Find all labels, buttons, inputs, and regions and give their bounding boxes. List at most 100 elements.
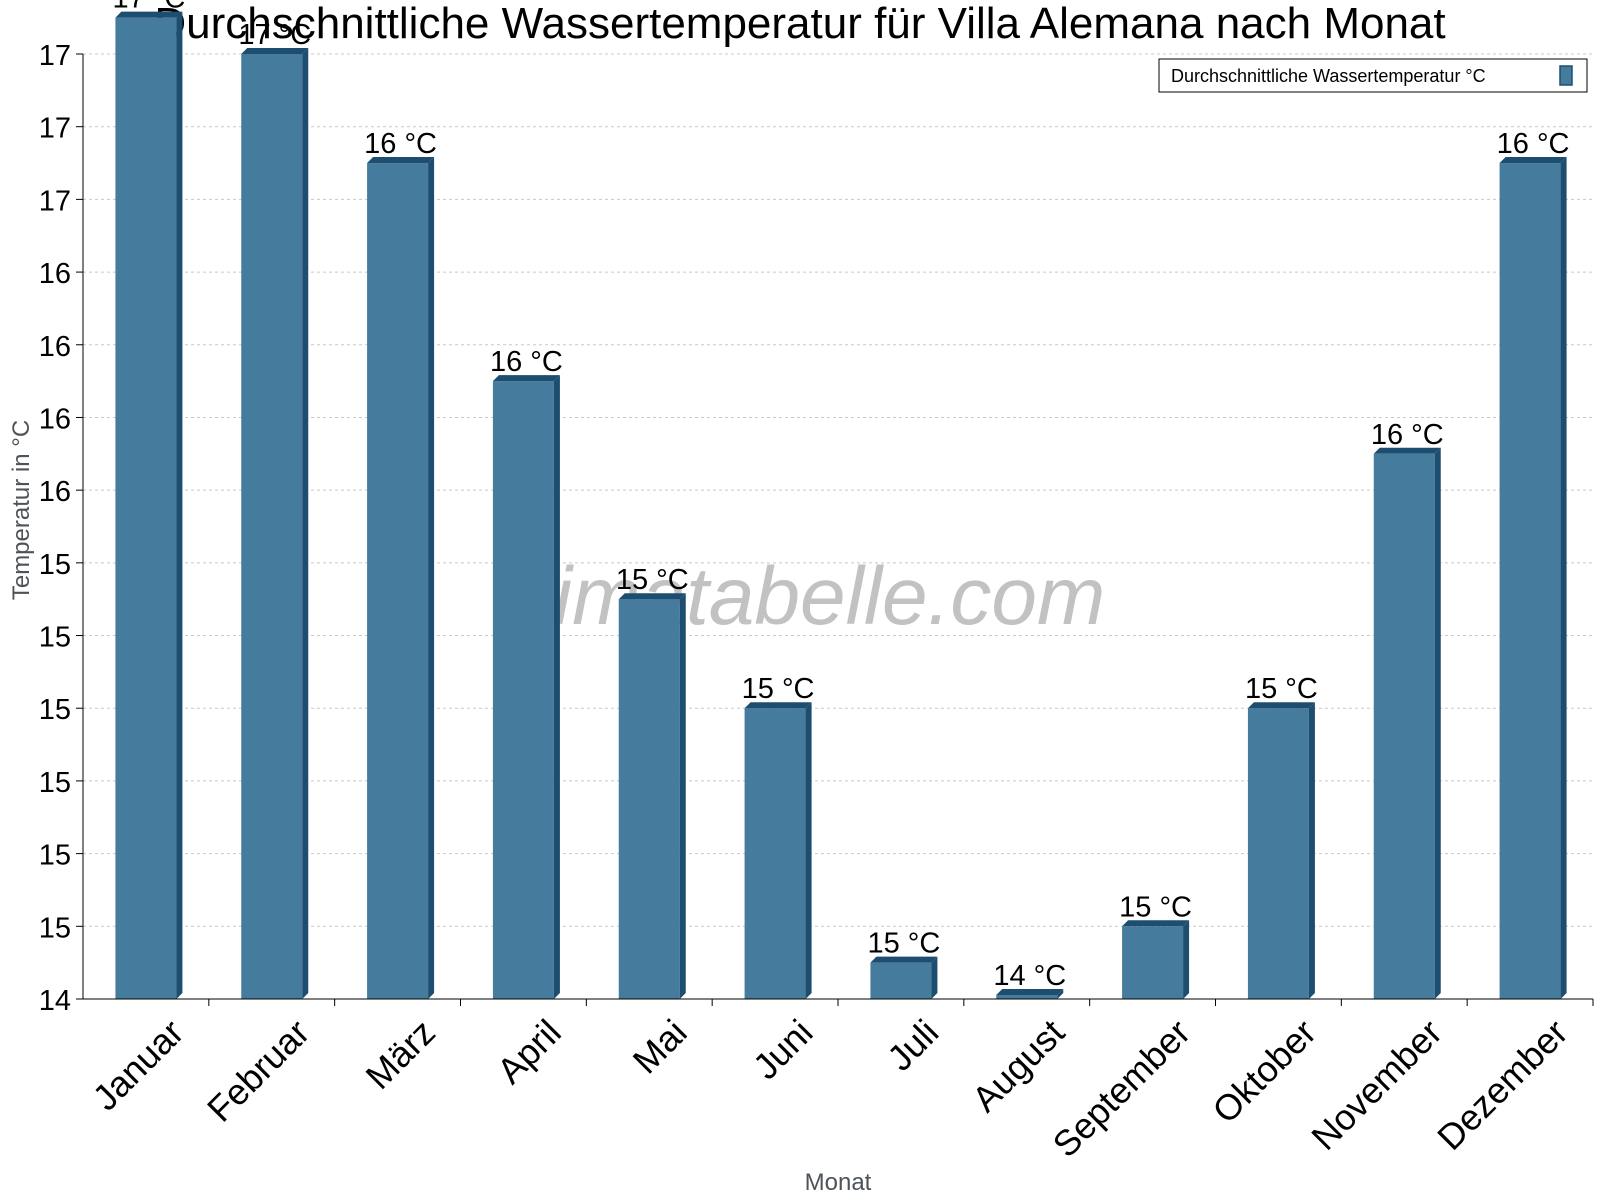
bar-side	[1434, 447, 1441, 999]
bar	[996, 995, 1058, 999]
gridlines	[76, 53, 1593, 1000]
bar-top	[1247, 702, 1315, 709]
x-tick-label: Januar	[85, 1011, 192, 1118]
bar-group: 15 °C	[867, 928, 940, 999]
y-tick-label: 17	[39, 185, 71, 217]
bar	[1373, 453, 1435, 999]
bar	[744, 708, 806, 999]
y-tick-label: 17	[39, 113, 71, 145]
bar-side	[302, 48, 309, 999]
y-tick-label: 16	[39, 331, 71, 363]
y-tick-label: 16	[39, 403, 71, 435]
data-label: 17 °C	[238, 19, 311, 51]
bar	[367, 163, 429, 1000]
bar-side	[679, 593, 686, 999]
bar-top	[492, 375, 560, 382]
bar-group: 15 °C	[616, 564, 689, 999]
bar-side	[1057, 989, 1064, 999]
x-tick-labels: Januar Februar März April Mai Juni Juli AugustS…	[85, 1011, 1576, 1165]
bar-top	[870, 956, 938, 963]
x-tick-label: März	[357, 1011, 443, 1097]
bar	[1499, 163, 1561, 1000]
bar-top	[618, 593, 686, 600]
x-tick-label: Oktober	[1204, 1011, 1324, 1131]
bar-side	[1560, 157, 1567, 1000]
bar-top	[1499, 157, 1567, 164]
legend-label: Durchschnittliche Wassertemperatur °C	[1171, 66, 1486, 86]
bar-side	[428, 157, 435, 1000]
x-tick-label: Mai	[625, 1011, 695, 1081]
bar-group: 14 °C	[993, 960, 1066, 999]
y-tick-label: 15	[39, 622, 71, 654]
y-tick-label: 16	[39, 476, 71, 508]
bar	[1247, 708, 1309, 999]
bar	[115, 17, 177, 999]
x-axis-label: Monat	[805, 1169, 872, 1196]
bar-group: 15 °C	[1245, 673, 1318, 999]
bar	[618, 599, 680, 999]
y-axis-label: Temperatur in °C	[8, 420, 35, 600]
y-tick-label: 14	[39, 985, 71, 1017]
y-tick-label: 15	[39, 767, 71, 799]
data-label: 15 °C	[867, 928, 940, 960]
data-label: 17 °C	[112, 0, 185, 15]
x-tick-label: April	[489, 1011, 569, 1091]
x-tick-label: Juni	[745, 1011, 821, 1087]
watermark: klimatabelle.com	[495, 551, 1106, 642]
bar-side	[553, 375, 560, 1000]
bar-side	[176, 11, 183, 999]
bar	[241, 54, 303, 999]
bar	[1122, 926, 1184, 999]
data-label: 16 °C	[1371, 419, 1444, 451]
bar-group: 15 °C	[1119, 891, 1192, 999]
bars: 17 °C 17 °C 16 °C 16 °C 15 °C 15 °C 15 °C 14 °C…	[112, 0, 1570, 1000]
data-label: 15 °C	[1245, 673, 1318, 705]
data-label: 16 °C	[1497, 128, 1570, 160]
bar	[870, 962, 932, 999]
legend-swatch	[1559, 65, 1573, 86]
y-tick-label: 16	[39, 258, 71, 290]
x-tick-label: August	[964, 1011, 1072, 1119]
data-label: 16 °C	[490, 346, 563, 378]
legend: Durchschnittliche Wassertemperatur °C	[1158, 58, 1588, 93]
bar-group: 15 °C	[742, 673, 815, 999]
axes	[82, 54, 1594, 1006]
bar-side	[1308, 702, 1315, 999]
x-tick-label: Juli	[879, 1011, 946, 1078]
data-label: 15 °C	[616, 564, 689, 596]
x-tick-label: September	[1045, 1011, 1199, 1165]
y-tick-label: 15	[39, 912, 71, 944]
x-tick-label: November	[1303, 1011, 1449, 1157]
chart-title: Durchschnittliche Wassertemperatur für V…	[154, 0, 1445, 48]
data-label: 15 °C	[742, 673, 815, 705]
bar-top	[241, 48, 309, 54]
bar-group: 16 °C	[1497, 128, 1570, 1000]
bar-top	[1373, 447, 1441, 454]
bar-group: 16 °C	[364, 128, 437, 1000]
bar	[492, 381, 554, 1000]
y-tick-label: 15	[39, 840, 71, 872]
y-tick-label: 17	[39, 40, 71, 72]
y-tick-label: 15	[39, 694, 71, 726]
y-tick-label: 15	[39, 549, 71, 581]
bar-top	[744, 702, 812, 709]
bar-top	[996, 989, 1064, 995]
x-tick-label: Dezember	[1429, 1011, 1575, 1157]
bar-top	[1122, 920, 1190, 927]
bar-group: 16 °C	[490, 346, 563, 1000]
legend-box	[1158, 58, 1588, 93]
bar-side	[1183, 920, 1190, 999]
y-tick-labels: 14 15 15 15 15 15 15 16 16 16 16 17 17 17	[39, 40, 71, 1017]
data-label: 14 °C	[993, 960, 1066, 992]
bar-group: 16 °C	[1371, 419, 1444, 999]
bar-side	[805, 702, 812, 999]
bar-group: 17 °C	[238, 19, 311, 999]
x-tick-label: Februar	[199, 1011, 317, 1129]
bar-side	[931, 956, 938, 999]
bar-top	[367, 157, 435, 164]
bar-top	[115, 11, 183, 18]
data-label: 16 °C	[364, 128, 437, 160]
data-label: 15 °C	[1119, 891, 1192, 923]
bar-group: 17 °C	[112, 0, 185, 999]
